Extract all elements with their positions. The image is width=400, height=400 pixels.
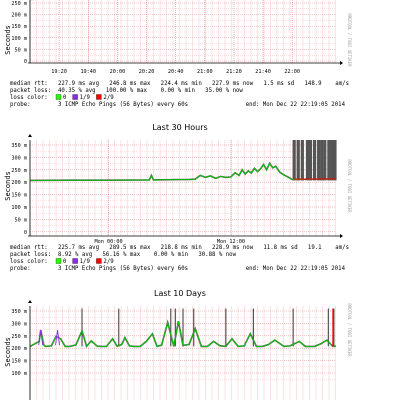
x-tick-label: 19:40: [80, 69, 96, 75]
loss-smoke-bar: [312, 140, 317, 181]
loss-smoke-bar: [292, 140, 296, 181]
y-axis-arrow: [28, 134, 32, 137]
loss-smoke-bar: [323, 140, 327, 181]
x-tick-label: 22:00: [284, 69, 300, 75]
x-tick-label: Mon 12:00: [217, 239, 245, 245]
y-tick-label: 100 m: [11, 371, 27, 377]
y-tick-label: 150 m: [11, 359, 27, 365]
loss-smoke-bar: [308, 140, 313, 181]
legend-label: 1/9: [80, 259, 91, 265]
loss-1-9-spike: [38, 329, 44, 346]
x-axis-arrow: [340, 61, 343, 65]
graph-last-10-days: Last 10 Days Seconds RRDTOOL / TOBI OETI…: [4, 289, 352, 400]
y-tick-label: 0: [24, 59, 27, 65]
graph-title: Last 10 Days: [154, 289, 206, 298]
x-tick-label: 20:00: [110, 69, 126, 75]
smoke-spike: [81, 308, 83, 347]
smoke-spike: [292, 308, 294, 347]
legend-label: 2/9: [103, 259, 114, 265]
smoke-spike: [252, 308, 254, 347]
loss-color-legend: 0 1/9 2/9: [55, 94, 114, 101]
x-tick-label: 19:20: [51, 69, 67, 75]
y-tick-label: 350 m: [11, 143, 27, 149]
y-tick-label: 350 m: [11, 309, 27, 315]
loss-color-legend: 0 1/9 2/9: [55, 258, 114, 265]
y-axis-arrow: [28, 300, 32, 303]
smoke-spike: [225, 308, 227, 347]
side-credit-text: RRDTOOL / TOBI OETIKER: [347, 14, 352, 68]
loss-smoke-bar: [300, 140, 304, 181]
legend-label: 1/9: [80, 95, 91, 101]
y-axis-label: Seconds: [4, 25, 12, 55]
legend-label: 2/9: [103, 95, 114, 101]
packet-loss-stats: packet loss: 8.92 % avg 56.16 % max 0.00…: [10, 252, 237, 258]
graph-title: Last 30 Hours: [152, 123, 207, 132]
smoke-spike: [118, 308, 120, 347]
legend-label: 0: [63, 259, 67, 265]
y-tick-label: 250 m: [11, 334, 27, 340]
y-tick-label: 200 m: [11, 180, 27, 186]
legend-swatch: [96, 94, 102, 100]
graph-last-3-hours: Seconds RRDTOOL / TOBI OETIKER 250 m 200 …: [4, 0, 352, 108]
end-time: end: Mon Dec 22 22:19:05 2014: [246, 102, 346, 108]
y-axis-label: Seconds: [4, 337, 12, 367]
smoke-spike: [327, 308, 329, 347]
y-tick-label: 150 m: [11, 193, 27, 199]
y-tick-label: 300 m: [11, 321, 27, 327]
y-axis-label: Seconds: [4, 171, 12, 201]
x-tick-label: 20:40: [168, 69, 184, 75]
probe-info: probe: 3 ICMP Echo Pings (56 Bytes) ever…: [10, 102, 188, 108]
end-time: end: Mon Dec 22 22:19:05 2014: [246, 266, 346, 272]
legend-swatch: [96, 258, 102, 264]
loss-smoke-bar: [305, 140, 310, 181]
loss-smoke-bar: [320, 140, 324, 181]
loss-smoke-bar: [333, 140, 337, 181]
x-tick-label: 21:00: [197, 69, 213, 75]
side-credit-text: RRDTOOL / TOBI OETIKER: [347, 304, 352, 358]
smoke-spike: [170, 308, 172, 347]
y-tick-label: 50 m: [15, 47, 28, 53]
legend-swatch: [55, 258, 62, 264]
loss-1-9-spike: [55, 329, 60, 346]
y-tick-label: 100 m: [11, 205, 27, 211]
median-rtt-line: [29, 162, 337, 181]
loss-smoke-bar: [330, 140, 334, 181]
y-tick-label: 250 m: [11, 1, 27, 7]
loss-smoke-bar: [296, 140, 300, 181]
probe-info: probe: 3 ICMP Echo Pings (56 Bytes) ever…: [10, 266, 188, 272]
median-rtt-stats: median rtt: 227.9 ms avg 246.8 ms max 22…: [10, 81, 349, 87]
y-tick-label: 0: [24, 230, 27, 236]
median-rtt-line: [29, 320, 337, 348]
loss-smoke-bar: [317, 140, 321, 181]
loss-color-label: loss color:: [10, 259, 48, 265]
smoke-spike: [193, 308, 195, 347]
y-tick-label: 250 m: [11, 168, 27, 174]
smoke-spike: [182, 308, 184, 347]
loss-color-label: loss color:: [10, 95, 48, 101]
side-credit-text: RRDTOOL / TOBI OETIKER: [347, 160, 352, 214]
x-axis-arrow: [340, 234, 343, 238]
legend-swatch: [72, 94, 78, 100]
y-tick-label: 100 m: [11, 36, 27, 42]
x-tick-label: 21:40: [255, 69, 271, 75]
packet-loss-stats: packet loss: 40.35 % avg 100.00 % max 0.…: [10, 88, 243, 94]
x-tick-label: 20:20: [139, 69, 155, 75]
y-tick-label: 150 m: [11, 24, 27, 30]
loss-smoke-bar: [327, 140, 331, 181]
smoke-spike: [333, 308, 335, 347]
legend-label: 0: [63, 95, 67, 101]
y-tick-label: 200 m: [11, 13, 27, 19]
median-rtt-stats: median rtt: 225.7 ms avg 289.5 ms max 21…: [10, 245, 349, 251]
smoke-spike: [174, 308, 176, 347]
y-tick-label: 50 m: [15, 217, 28, 223]
y-tick-label: 300 m: [11, 155, 27, 161]
x-tick-label: Mon 00:00: [94, 239, 122, 245]
legend-swatch: [72, 258, 78, 264]
x-tick-label: 21:20: [226, 69, 242, 75]
y-tick-label: 200 m: [11, 346, 27, 352]
legend-swatch: [55, 94, 62, 100]
graph-last-30-hours: Last 30 Hours Seconds RRDTOOL / TOBI OET…: [4, 123, 352, 272]
